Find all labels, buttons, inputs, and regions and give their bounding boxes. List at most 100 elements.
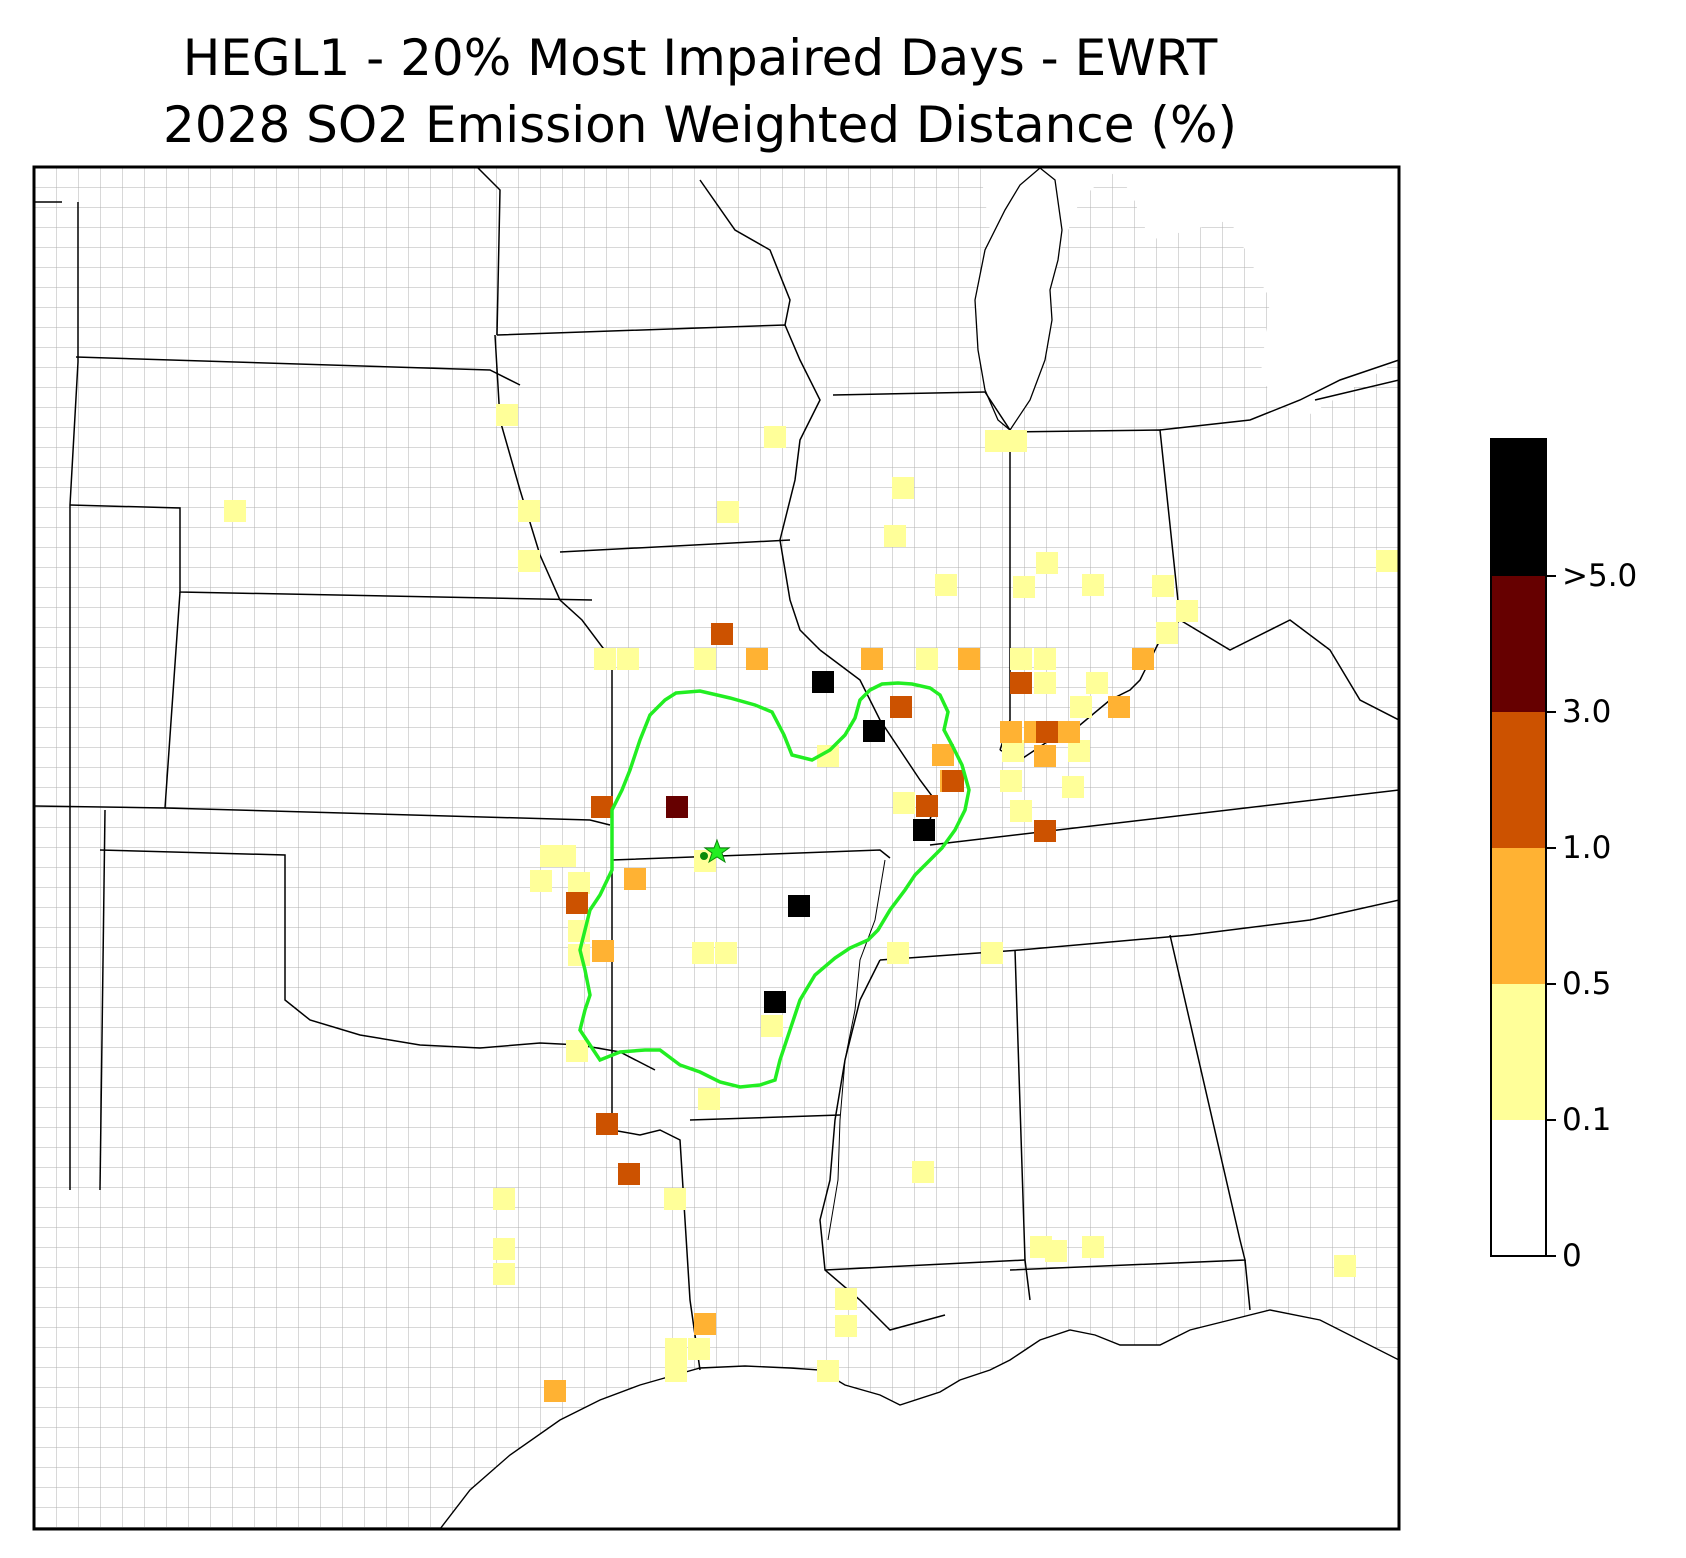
emission-cell bbox=[694, 1313, 716, 1335]
emission-cell bbox=[594, 648, 616, 670]
colorbar-tick-label-2: 0.5 bbox=[1562, 966, 1612, 1002]
emission-cell bbox=[617, 648, 639, 670]
emission-cell bbox=[493, 1238, 515, 1260]
emission-cell bbox=[835, 1288, 857, 1310]
emission-cell bbox=[817, 745, 839, 767]
emission-cell bbox=[694, 648, 716, 670]
emission-cell bbox=[698, 1088, 720, 1110]
emission-cell bbox=[566, 892, 588, 914]
emission-cell bbox=[1000, 721, 1022, 743]
emission-cell bbox=[958, 648, 980, 670]
emission-cell bbox=[1334, 1255, 1356, 1277]
map-title-line2: 2028 SO2 Emission Weighted Distance (%) bbox=[163, 96, 1237, 154]
emission-cell bbox=[592, 940, 614, 962]
emission-cell bbox=[518, 550, 540, 572]
emission-cell bbox=[665, 1360, 687, 1382]
colorbar-band-1 bbox=[1491, 983, 1546, 1120]
emission-cell bbox=[1082, 574, 1104, 596]
emission-cell bbox=[1132, 648, 1154, 670]
emission-cell bbox=[1082, 1236, 1104, 1258]
emission-cell bbox=[591, 796, 613, 818]
emission-cell bbox=[1062, 776, 1084, 798]
colorbar-tick-label-5: >5.0 bbox=[1562, 558, 1638, 594]
emission-cell bbox=[596, 1113, 618, 1135]
colorbar-band-4 bbox=[1491, 575, 1546, 712]
emission-cell bbox=[1034, 745, 1056, 767]
emission-cell bbox=[912, 1161, 934, 1183]
emission-cell bbox=[1010, 800, 1032, 822]
emission-cell bbox=[746, 648, 768, 670]
emission-cell bbox=[1034, 820, 1056, 842]
colorbar-band-3 bbox=[1491, 711, 1546, 848]
emission-cell bbox=[496, 404, 518, 426]
emission-cells bbox=[224, 404, 1398, 1402]
emission-cell bbox=[666, 796, 688, 818]
emission-cell bbox=[916, 648, 938, 670]
emission-cell bbox=[1013, 576, 1035, 598]
emission-cell bbox=[688, 1338, 710, 1360]
emission-cell bbox=[518, 500, 540, 522]
emission-cell bbox=[1176, 600, 1198, 622]
emission-cell bbox=[1376, 550, 1398, 572]
emission-cell bbox=[1045, 1240, 1067, 1262]
rivers bbox=[827, 859, 886, 1241]
emission-cell bbox=[711, 623, 733, 645]
emission-cell bbox=[568, 872, 590, 894]
emission-cell bbox=[1010, 648, 1032, 670]
colorbar-tick-label-0: 0 bbox=[1562, 1238, 1582, 1274]
colorbar-tick-label-1: 0.1 bbox=[1562, 1102, 1612, 1138]
emission-cell bbox=[1036, 721, 1058, 743]
emission-cell bbox=[890, 696, 912, 718]
colorbar-band-0 bbox=[1491, 1119, 1546, 1256]
emission-cell bbox=[530, 870, 552, 892]
emission-cell bbox=[913, 819, 935, 841]
emission-cell bbox=[1005, 430, 1027, 452]
emission-cell bbox=[692, 942, 714, 964]
emission-cell bbox=[764, 426, 786, 448]
emission-cell bbox=[788, 895, 810, 917]
emission-cell bbox=[861, 648, 883, 670]
map-title-line1: HEGL1 - 20% Most Impaired Days - EWRT bbox=[182, 29, 1218, 87]
emission-cell bbox=[835, 1315, 857, 1337]
gulf-of-mexico bbox=[34, 1309, 1399, 1529]
emission-cell bbox=[665, 1338, 687, 1360]
emission-cell bbox=[942, 770, 964, 792]
emission-cell bbox=[493, 1263, 515, 1285]
emission-cell bbox=[935, 574, 957, 596]
emission-cell bbox=[224, 500, 246, 522]
emission-cell bbox=[1010, 672, 1032, 694]
map-frame bbox=[32, 165, 1401, 1531]
emission-cell bbox=[493, 1188, 515, 1210]
emission-cell bbox=[544, 1380, 566, 1402]
site-star-marker bbox=[700, 838, 731, 864]
emission-cell bbox=[764, 991, 786, 1013]
emission-cell bbox=[981, 942, 1003, 964]
emission-cell bbox=[715, 942, 737, 964]
emission-cell bbox=[1156, 622, 1178, 644]
emission-cell bbox=[618, 1163, 640, 1185]
emission-cell bbox=[1068, 740, 1090, 762]
emission-cell bbox=[932, 744, 954, 766]
emission-cell bbox=[812, 671, 834, 693]
emission-cell bbox=[694, 850, 716, 872]
emission-cell bbox=[568, 944, 590, 966]
emission-cell bbox=[1036, 552, 1058, 574]
residence-contour bbox=[578, 681, 971, 1089]
emission-cell bbox=[892, 477, 914, 499]
colorbar-band-5 bbox=[1491, 439, 1546, 576]
emission-cell bbox=[717, 501, 739, 523]
emission-cell bbox=[1086, 672, 1108, 694]
emission-cell bbox=[1000, 770, 1022, 792]
emission-cell bbox=[985, 430, 1007, 452]
emission-cell bbox=[664, 1188, 686, 1210]
emission-cell bbox=[1070, 696, 1092, 718]
emission-cell bbox=[1152, 575, 1174, 597]
colorbar bbox=[1490, 438, 1556, 1257]
emission-cell bbox=[624, 868, 646, 890]
emission-cell bbox=[566, 1040, 588, 1062]
colorbar-tick-label-3: 1.0 bbox=[1562, 830, 1612, 866]
colorbar-band-2 bbox=[1491, 847, 1546, 984]
emission-cell bbox=[884, 525, 906, 547]
emission-cell bbox=[916, 795, 938, 817]
